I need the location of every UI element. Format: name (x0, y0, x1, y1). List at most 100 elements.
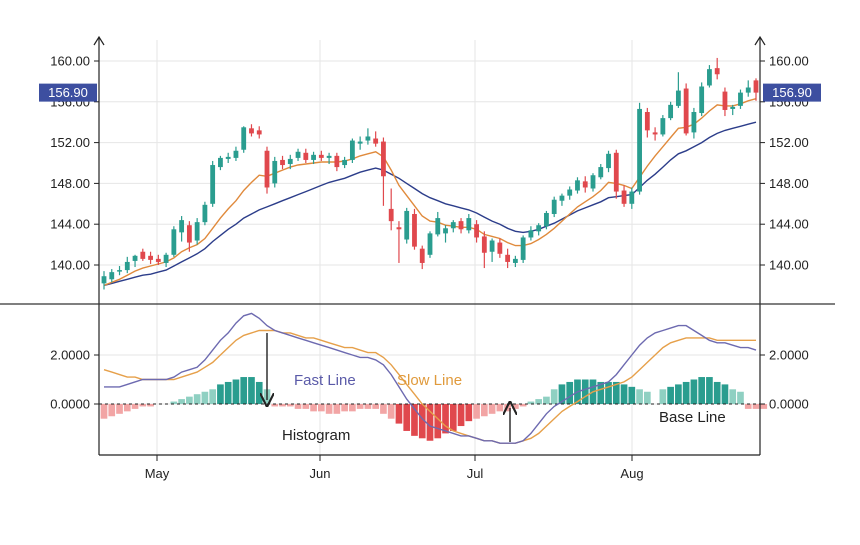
macd-y-tick-label: 0.0000 (50, 397, 90, 412)
histogram-bar (170, 401, 178, 404)
candle-body (109, 272, 115, 280)
histogram-bar (488, 404, 496, 414)
candle-body (210, 165, 216, 204)
candle-body (101, 276, 107, 284)
histogram-bar (620, 384, 628, 404)
y-tick-label: 148.00 (50, 176, 90, 191)
histogram-bar (131, 404, 139, 409)
histogram-bar (496, 404, 504, 412)
candle-body (163, 254, 169, 263)
candle-body (606, 153, 611, 169)
candle-body (357, 141, 363, 144)
histogram-bar (721, 384, 729, 404)
histogram-bar (387, 404, 395, 419)
candle-body (512, 258, 518, 263)
histogram-bar (566, 381, 574, 404)
histogram-bar (349, 404, 356, 412)
fast-moving-average-line (103, 121, 757, 287)
candle-body (691, 112, 697, 133)
candle-body (652, 132, 658, 135)
histogram-bar (535, 399, 543, 404)
candle-body (474, 224, 479, 238)
y-tick-label: 144.00 (769, 217, 809, 232)
histogram-bar (713, 381, 721, 404)
candle-body (241, 127, 247, 150)
macd-y-tick-label: 2.0000 (50, 348, 90, 363)
x-tick-label: Aug (620, 466, 643, 481)
histogram-bar (364, 404, 372, 409)
price-panel (101, 57, 759, 290)
candle-body (388, 208, 394, 222)
candle-body (412, 214, 417, 247)
candle-body (443, 228, 448, 234)
candle-body (419, 248, 425, 263)
candle-body (520, 237, 526, 260)
candle-body (117, 270, 122, 272)
candle-body (233, 150, 239, 158)
candle-body (722, 91, 728, 110)
price-tag-right-text: 156.90 (772, 85, 812, 100)
histogram-bar (193, 394, 201, 404)
histogram-bar (690, 379, 698, 404)
histogram-bar (737, 391, 744, 404)
macd-y-tick-label: 0.0000 (769, 397, 809, 412)
candle-body (575, 180, 580, 191)
candle-body (381, 141, 386, 177)
candle-body (458, 221, 464, 230)
axes: May Jun Jul Aug 140.00 140.00 144.00 144.00 148.… (0, 35, 835, 481)
histogram-bar (186, 396, 193, 404)
candle-body (590, 175, 596, 189)
x-tick-label: Jul (467, 466, 484, 481)
histogram-bar (558, 384, 566, 404)
candle-body (318, 154, 324, 158)
histogram-bar (473, 404, 480, 419)
candle-body (481, 236, 487, 253)
candle-body (753, 80, 759, 93)
price-tag-left (39, 83, 97, 102)
histogram-bar (240, 377, 248, 404)
histogram-bar (682, 381, 690, 404)
candle-body (342, 159, 348, 166)
candle-body (644, 112, 650, 131)
candle-body (675, 90, 681, 106)
price-tag-left-text: 156.90 (48, 85, 88, 100)
candle-body (738, 92, 743, 106)
candle-body (435, 218, 441, 235)
candle-body (598, 167, 604, 178)
x-tick-label: Jun (310, 466, 331, 481)
histogram-bar (675, 384, 682, 404)
candle-body (621, 190, 627, 204)
candle-body (186, 225, 192, 243)
histogram-bar (302, 404, 310, 409)
candle-body (730, 106, 736, 109)
histogram-bar (341, 404, 348, 412)
histogram-bar (294, 404, 302, 409)
histogram-bar (480, 404, 488, 417)
candle-body (179, 220, 185, 233)
candle-body (745, 87, 751, 93)
histogram-bar (667, 386, 674, 404)
histogram-bar (317, 404, 325, 412)
candle-body (714, 68, 720, 75)
histogram-bar (744, 404, 752, 409)
histogram-bar (147, 404, 154, 407)
histogram-bar (612, 381, 620, 404)
histogram-label: Histogram (282, 427, 350, 444)
histogram-bar (209, 389, 217, 404)
histogram-bar (325, 404, 333, 414)
histogram-bar (100, 404, 108, 419)
histogram-bar (519, 404, 527, 407)
histogram-bar (123, 404, 131, 412)
candle-body (140, 251, 146, 259)
histogram-bar (403, 404, 411, 431)
candle-body (256, 130, 262, 135)
histogram-bar (628, 386, 636, 404)
histogram-bar (659, 389, 667, 404)
y-tick-label: 160.00 (769, 54, 809, 69)
candle-body (249, 128, 254, 134)
histogram-bar (527, 401, 535, 404)
price-tag-right (763, 83, 821, 102)
candle-body (668, 104, 674, 119)
candle-body (497, 242, 503, 254)
